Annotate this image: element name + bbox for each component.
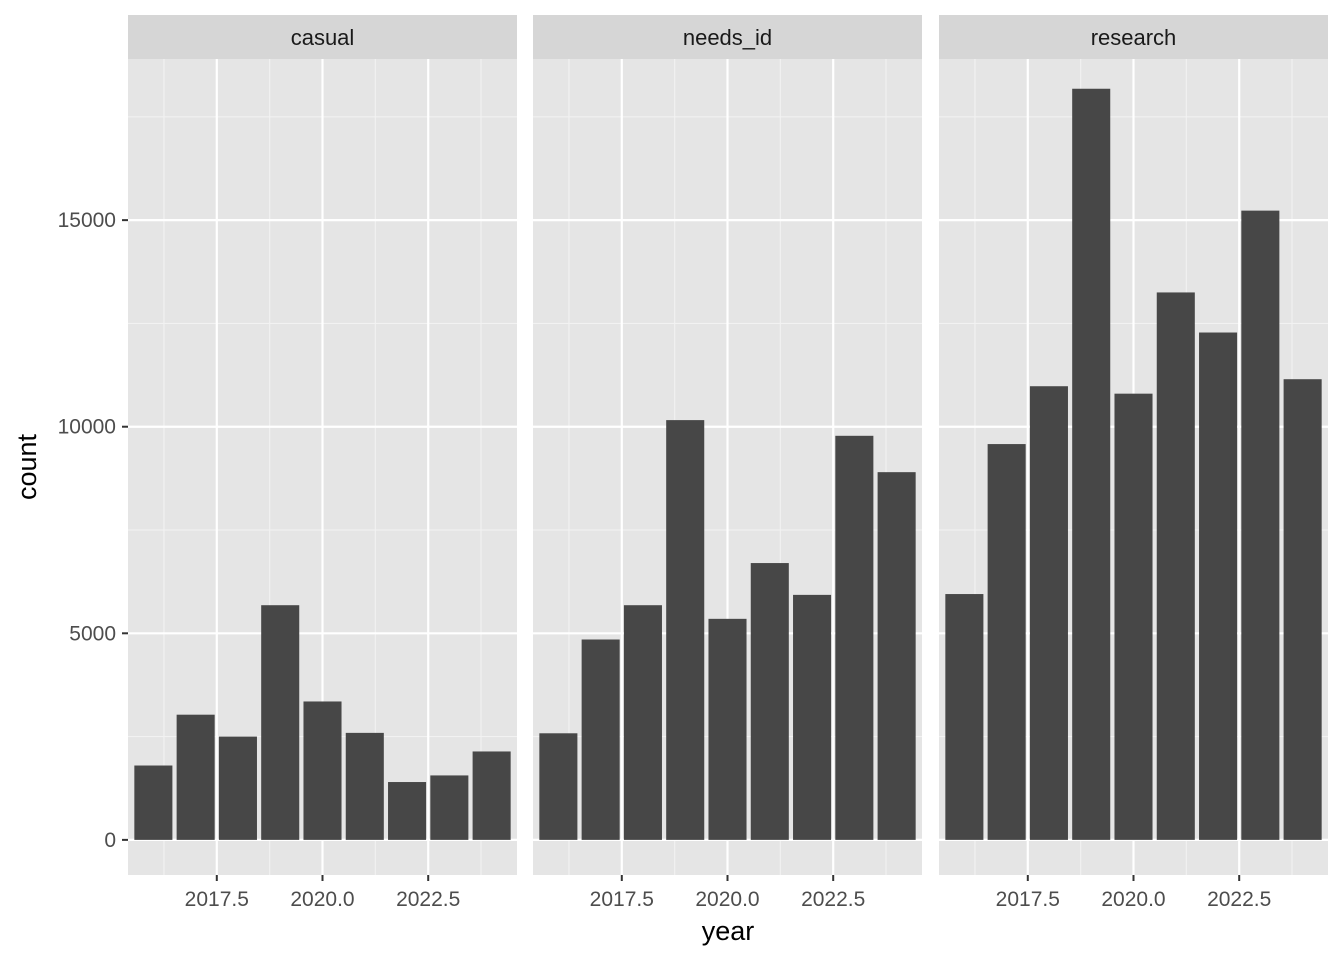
y-tick-label: 5000 (69, 622, 116, 645)
bar-casual-2016 (134, 765, 173, 840)
bar-research-2021 (1156, 292, 1195, 840)
x-axis-title: year (702, 916, 755, 946)
x-tick-label: 2022.5 (1207, 888, 1271, 911)
x-tick-label: 2022.5 (396, 888, 460, 911)
bar-research-2020 (1114, 393, 1153, 840)
facet-panel-needs_id: needs_id (533, 15, 922, 875)
facet-strip-label: casual (291, 25, 355, 50)
bar-research-2018 (1029, 386, 1068, 840)
y-axis: 0 5000 10000 15000 (58, 209, 128, 852)
facet-strip-label: research (1091, 25, 1177, 50)
bar-needs_id-2023 (835, 435, 874, 840)
bar-needs_id-2016 (539, 733, 578, 840)
bar-research-2019 (1072, 88, 1111, 840)
x-tick-label: 2017.5 (590, 888, 654, 911)
bar-casual-2018 (218, 736, 257, 840)
y-tick-label: 15000 (58, 209, 116, 232)
x-tick-label: 2020.0 (1101, 888, 1165, 911)
x-tick-label: 2020.0 (290, 888, 354, 911)
bar-casual-2019 (261, 605, 300, 840)
y-tick-label: 0 (104, 829, 116, 852)
bar-research-2017 (987, 444, 1026, 840)
bar-research-2016 (945, 594, 984, 840)
x-tick-label: 2017.5 (996, 888, 1060, 911)
bar-needs_id-2020 (708, 618, 747, 840)
bar-needs_id-2019 (666, 420, 705, 840)
bar-research-2024 (1283, 379, 1322, 840)
bar-needs_id-2021 (750, 563, 789, 840)
bar-casual-2023 (430, 775, 469, 840)
y-axis-title: count (12, 433, 42, 500)
bar-casual-2020 (303, 701, 342, 840)
x-axis: 2017.5 2020.0 2022.5 2017.5 2020.0 2022.5 2017… (185, 875, 1271, 911)
bar-needs_id-2017 (581, 639, 620, 840)
facet-panel-casual: casual (128, 15, 517, 875)
bar-needs_id-2024 (877, 472, 916, 840)
facet-panels: casual needs_id research (128, 15, 1328, 875)
bar-research-2023 (1241, 210, 1280, 840)
bar-research-2022 (1199, 332, 1238, 840)
bar-casual-2022 (388, 782, 427, 840)
x-tick-label: 2022.5 (801, 888, 865, 911)
x-tick-label: 2017.5 (185, 888, 249, 911)
facet-panel-research: research (939, 15, 1328, 875)
facet-strip (533, 15, 922, 59)
x-tick-label: 2020.0 (695, 888, 759, 911)
facet-strip (128, 15, 517, 59)
bar-casual-2024 (472, 751, 511, 840)
y-tick-label: 10000 (58, 416, 116, 439)
bar-needs_id-2018 (623, 605, 662, 840)
facet-strip (939, 15, 1328, 59)
bar-casual-2021 (345, 732, 384, 840)
bar-casual-2017 (176, 714, 215, 840)
bar-needs_id-2022 (793, 594, 832, 840)
facet-strip-label: needs_id (683, 25, 772, 50)
